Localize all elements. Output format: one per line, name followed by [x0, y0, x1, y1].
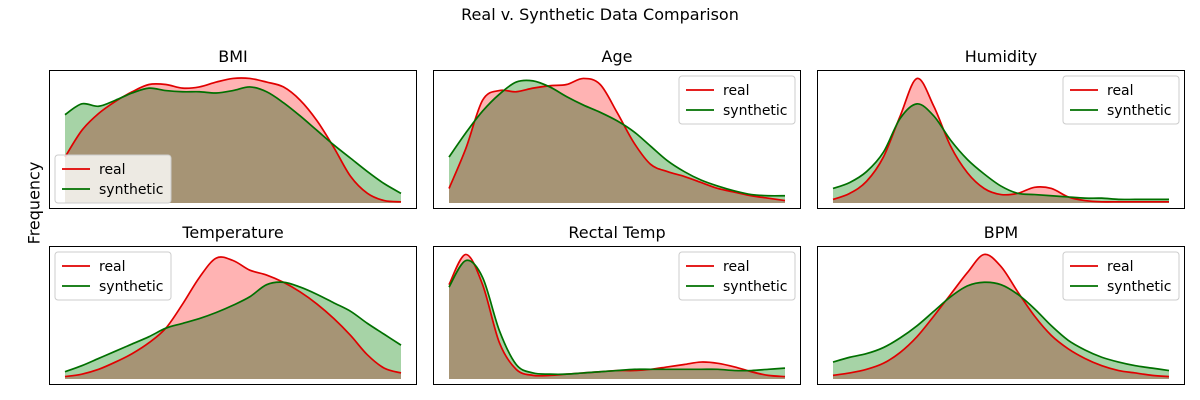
legend: real synthetic — [54, 154, 172, 204]
legend-box — [1062, 251, 1180, 301]
legend-label-synthetic: synthetic — [723, 279, 788, 295]
series-synthetic-fill — [449, 260, 785, 379]
legend: real synthetic — [678, 251, 796, 301]
legend-box — [54, 154, 172, 204]
axes-frame — [817, 246, 1185, 385]
series-synthetic-fill — [833, 103, 1169, 203]
plot-area — [64, 256, 402, 379]
subplot-title: BMI — [218, 47, 248, 66]
series-synthetic-line — [448, 79, 786, 197]
legend-label-real: real — [99, 162, 126, 178]
legend-box — [678, 75, 796, 125]
legend-label-synthetic: synthetic — [99, 182, 164, 198]
legend-label-real: real — [1107, 83, 1134, 99]
legend: real synthetic — [1062, 251, 1180, 301]
axes-frame — [49, 70, 417, 209]
legend: real synthetic — [1062, 75, 1180, 125]
legend-label-synthetic: synthetic — [1107, 279, 1172, 295]
series-synthetic-fill — [833, 282, 1169, 379]
series-synthetic-line — [64, 281, 402, 373]
subplot-humidity: Humidity real synthetic — [817, 47, 1185, 209]
figure-title: Real v. Synthetic Data Comparison — [461, 5, 739, 24]
series-real-line — [832, 77, 1169, 203]
series-synthetic-line — [832, 281, 1170, 372]
axes-frame — [433, 246, 801, 385]
legend-label-real: real — [723, 83, 750, 99]
legend-label-synthetic: synthetic — [1107, 103, 1172, 119]
series-synthetic-line — [448, 259, 786, 376]
series-synthetic-fill — [449, 80, 785, 203]
legend-label-real: real — [723, 259, 750, 275]
series-real-line — [64, 256, 402, 378]
subplot-age: Age real synthetic — [433, 47, 801, 209]
legend-label-synthetic: synthetic — [723, 103, 788, 119]
axes-frame — [49, 246, 417, 385]
legend: real synthetic — [54, 251, 172, 301]
legend-box — [1062, 75, 1180, 125]
legend-box — [678, 251, 796, 301]
series-synthetic-fill — [65, 282, 401, 379]
axes-frame — [817, 70, 1185, 209]
series-real-line — [832, 253, 1170, 378]
subplot-bpm: BPM real synthetic — [817, 223, 1185, 385]
legend-label-synthetic: synthetic — [99, 279, 164, 295]
subplot-title: Rectal Temp — [568, 223, 665, 242]
subplot-bmi: BMI real synthetic — [49, 47, 417, 209]
legend-box — [54, 251, 172, 301]
plot-area — [832, 77, 1169, 203]
series-synthetic-line — [832, 103, 1169, 201]
subplot-title: Humidity — [965, 47, 1038, 66]
subplot-title: Temperature — [181, 223, 283, 242]
legend-label-real: real — [1107, 259, 1134, 275]
series-synthetic-line — [64, 86, 402, 195]
subplot-temperature: Temperature real synthetic — [49, 223, 417, 385]
legend-label-real: real — [99, 259, 126, 275]
plot-area — [448, 77, 786, 203]
y-axis-label: Frequency — [24, 161, 44, 245]
plot-area — [832, 253, 1170, 379]
subplot-title: BPM — [984, 223, 1018, 242]
plot-area — [448, 253, 786, 379]
subplot-rectal-temp: Rectal Temp real synthetic — [433, 223, 801, 385]
subplot-title: Age — [602, 47, 633, 66]
legend: real synthetic — [678, 75, 796, 125]
axes-frame — [433, 70, 801, 209]
